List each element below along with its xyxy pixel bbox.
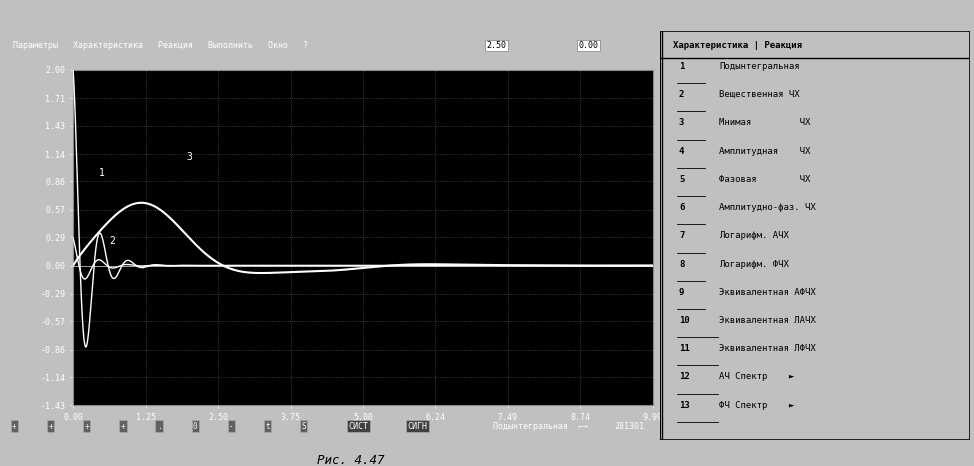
Text: СИСТ: СИСТ [349,422,368,431]
Text: +: + [85,422,89,431]
Text: Подынтегральная  ←→: Подынтегральная ←→ [493,422,588,431]
Text: СИГН: СИГН [407,422,428,431]
Text: 9: 9 [679,288,685,297]
Text: .: . [157,422,162,431]
Text: Логарифм. ФЧХ: Логарифм. ФЧХ [719,260,789,268]
Text: +: + [49,422,53,431]
Text: 13: 13 [679,401,690,410]
Text: 3: 3 [679,118,685,127]
Text: -: - [229,422,234,431]
Text: t: t [265,422,270,431]
Text: Характеристика | Реакция: Характеристика | Реакция [673,41,802,50]
Text: Эквивалентная ЛФЧХ: Эквивалентная ЛФЧХ [719,344,816,353]
Text: 3: 3 [186,152,192,162]
Text: Вещественная ЧХ: Вещественная ЧХ [719,90,800,99]
Text: Подынтегральная: Подынтегральная [719,62,800,71]
Text: Логарифм. АЧХ: Логарифм. АЧХ [719,231,789,240]
Text: Мнимая         ЧХ: Мнимая ЧХ [719,118,810,127]
Text: 4: 4 [679,147,685,156]
Text: Фазовая        ЧХ: Фазовая ЧХ [719,175,810,184]
Text: Параметры   Характеристика   Реакция   Выполнить   Окно   ?: Параметры Характеристика Реакция Выполни… [14,41,308,50]
Text: 1: 1 [679,62,685,71]
Text: 2: 2 [679,90,685,99]
Text: 12: 12 [679,372,690,382]
Text: Эквивалентная ЛАЧХ: Эквивалентная ЛАЧХ [719,316,816,325]
Text: 2.50: 2.50 [486,41,506,50]
Text: АЧ Спектр    ►: АЧ Спектр ► [719,372,795,382]
Text: Рис. 4.47: Рис. 4.47 [317,454,385,466]
Text: 10: 10 [679,316,690,325]
Text: 6: 6 [679,203,685,212]
Text: 8: 8 [679,260,685,268]
Text: S: S [301,422,306,431]
Text: ФЧ Спектр    ►: ФЧ Спектр ► [719,401,795,410]
Text: 11: 11 [679,344,690,353]
Text: Амплитудно-фаз. ЧХ: Амплитудно-фаз. ЧХ [719,203,816,212]
Text: 7: 7 [679,231,685,240]
Text: Эквивалентная АФЧХ: Эквивалентная АФЧХ [719,288,816,297]
Text: 0.00: 0.00 [579,41,598,50]
Text: Амплитудная    ЧХ: Амплитудная ЧХ [719,147,810,156]
Text: 2: 2 [109,236,115,246]
Text: 5: 5 [679,175,685,184]
Text: +: + [121,422,126,431]
Text: +: + [12,422,17,431]
Text: 1: 1 [99,168,105,178]
Text: 281301: 281301 [615,422,645,431]
Text: 0: 0 [193,422,198,431]
